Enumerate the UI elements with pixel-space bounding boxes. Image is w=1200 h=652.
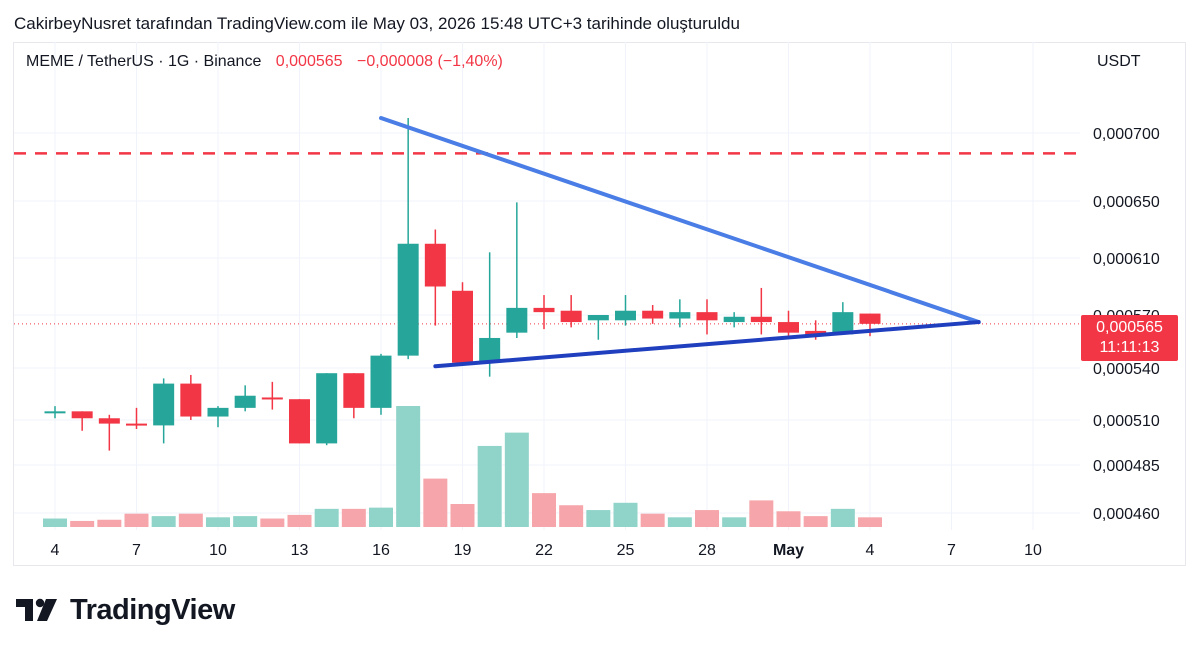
x-tick-label: 7 [947, 542, 956, 559]
x-tick-label: 10 [209, 542, 227, 559]
bar-countdown: 11:11:13 [1099, 339, 1160, 356]
volume-bar [830, 508, 855, 527]
candle-body [859, 313, 881, 324]
volume-bar [396, 406, 421, 527]
candle-body [207, 407, 229, 417]
last-price-value: 0,000565 [275, 53, 343, 70]
volume-bar [586, 510, 611, 527]
x-tick-label: 4 [51, 542, 60, 559]
candle-body [723, 316, 745, 323]
candle-body [261, 397, 283, 400]
price-change-value: −0,000008 (−1,40%) [356, 53, 503, 70]
x-tick-label: 19 [454, 542, 472, 559]
last-price-tag: 0,000565 11:11:13 [1081, 315, 1178, 361]
volume-bar [450, 504, 475, 527]
candle-body [750, 316, 772, 323]
candle-body [587, 315, 609, 321]
volume-bar [260, 518, 285, 527]
volume-bar [233, 516, 258, 527]
tradingview-logo[interactable]: TradingView [16, 593, 235, 627]
volume-bar [97, 519, 122, 527]
volume-bar [803, 516, 828, 527]
volume-bar [722, 517, 747, 527]
candle-body [452, 290, 473, 363]
symbol-label[interactable]: MEME / TetherUS · 1G · Binance [26, 53, 262, 70]
symbol-legend: MEME / TetherUS · 1G · Binance 0,000565 … [26, 53, 503, 71]
candle-body [98, 418, 120, 424]
volume-bar [124, 513, 149, 527]
candle-body [44, 411, 66, 414]
x-tick-label: 28 [698, 542, 716, 559]
volume-bar [314, 508, 339, 527]
volume-bar [178, 513, 203, 527]
y-tick-label: 0,000610 [1093, 251, 1160, 268]
volume-bar [504, 432, 529, 527]
x-tick-label: 7 [132, 542, 141, 559]
trendline-lower [433, 320, 981, 369]
price-unit-label: USDT [1097, 53, 1141, 70]
volume-bar [749, 500, 774, 527]
candle-body [343, 373, 365, 408]
y-tick-label: 0,000700 [1093, 126, 1160, 143]
x-tick-label: May [773, 542, 804, 559]
candle-body [289, 399, 310, 444]
x-tick-label: 13 [291, 542, 309, 559]
volume-bar [70, 520, 95, 527]
volume-bar [613, 502, 638, 527]
tradingview-logo-icon [16, 598, 57, 621]
volume-bar [667, 517, 692, 527]
candle-body [506, 307, 528, 333]
candle-body [234, 395, 256, 408]
candle-body [424, 243, 446, 287]
trendline-upper [379, 116, 981, 325]
candle-body [560, 310, 582, 323]
x-tick-label: 22 [535, 542, 553, 559]
y-tick-label: 0,000540 [1093, 361, 1160, 378]
candle-body [126, 423, 147, 426]
candle-body [370, 355, 392, 408]
chart-caption: CakirbeyNusret tarafından TradingView.co… [14, 14, 740, 33]
candle-body [696, 312, 718, 321]
volume-bar [776, 511, 801, 527]
candle-body [805, 330, 827, 335]
candle-body [778, 322, 799, 333]
volume-bar [640, 513, 665, 527]
volume-bar [206, 517, 230, 527]
candle-body [71, 411, 93, 419]
chart-frame[interactable] [13, 42, 1186, 566]
y-tick-label: 0,000485 [1093, 458, 1160, 475]
candle-body [669, 312, 691, 319]
candle-body [180, 383, 202, 417]
last-price-tag-value: 0,000565 [1096, 319, 1163, 336]
x-tick-label: 25 [617, 542, 635, 559]
x-tick-label: 16 [372, 542, 390, 559]
volume-bar [287, 514, 312, 527]
candle-body [397, 243, 419, 356]
candle-body [642, 310, 664, 319]
candle-body [316, 373, 338, 444]
volume-bar [532, 493, 556, 527]
candle-body [615, 310, 636, 321]
volume-bar [151, 516, 176, 527]
volume-bar [695, 510, 719, 527]
volume-bar [341, 508, 366, 527]
y-tick-label: 0,000460 [1093, 506, 1160, 523]
volume-bar [477, 445, 502, 527]
y-tick-label: 0,000650 [1093, 194, 1160, 211]
volume-bar [858, 517, 882, 527]
candle-body [533, 307, 555, 313]
candle-body [479, 337, 501, 363]
volume-bar [369, 507, 393, 527]
x-tick-label: 4 [866, 542, 875, 559]
candle-body [832, 312, 854, 335]
candle-body [153, 383, 175, 426]
volume-bar [423, 478, 448, 527]
volume-bar [43, 518, 67, 527]
x-tick-label: 10 [1024, 542, 1042, 559]
volume-bar [559, 505, 584, 527]
brand-name: TradingView [70, 593, 235, 626]
y-tick-label: 0,000510 [1093, 413, 1160, 430]
